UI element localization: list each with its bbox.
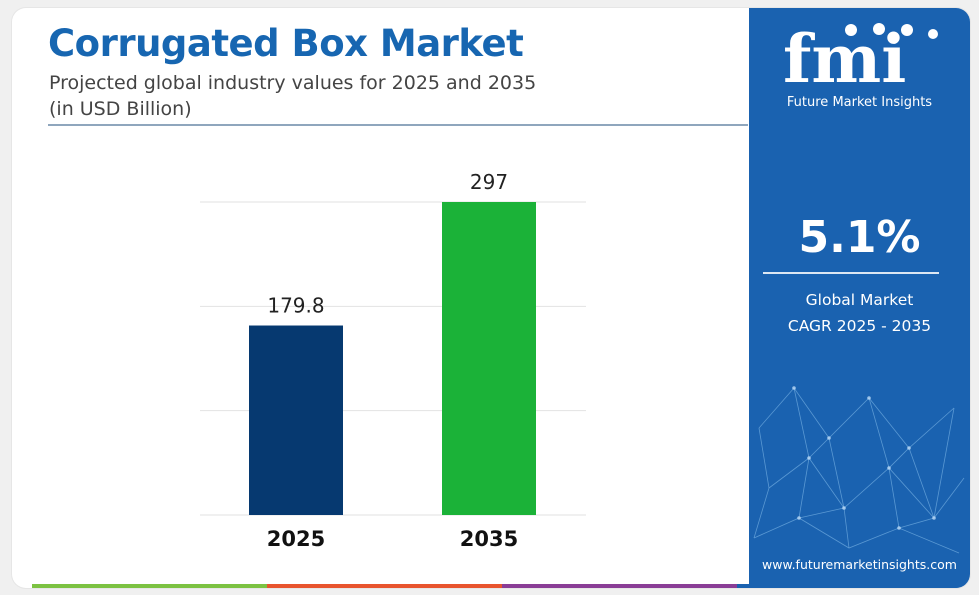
data-label-2035: 297 [470, 170, 508, 194]
chart-title: Corrugated Box Market [48, 22, 524, 65]
cagr-label-line-1: Global Market [805, 291, 914, 309]
cagr-label-line-2: CAGR 2025 - 2035 [787, 317, 932, 335]
logo-people-icon [845, 23, 938, 39]
stripe-purple [502, 584, 737, 588]
x-tick-label-2035: 2035 [460, 527, 518, 551]
network-pattern [753, 386, 965, 554]
chart-panel: Corrugated Box Market Projected global i… [12, 8, 749, 588]
cagr-label: Global Market CAGR 2025 - 2035 [749, 287, 970, 339]
subtitle-line-1: Projected global industry values for 202… [49, 72, 537, 94]
subtitle-line-2: (in USD Billion) [49, 98, 192, 120]
stripe-green [32, 584, 267, 588]
bar-2035 [442, 202, 536, 515]
stripe-orange [267, 584, 502, 588]
website-url: www.futuremarketinsights.com [762, 557, 957, 572]
logo-caption: Future Market Insights [786, 95, 933, 110]
x-tick-label-2025: 2025 [267, 527, 325, 551]
infographic-card: Corrugated Box Market Projected global i… [12, 8, 970, 588]
bar-chart: 179.8 2025 297 2035 [200, 170, 586, 551]
cagr-value: 5.1% [798, 212, 921, 263]
bar-2025 [249, 325, 343, 515]
logo-wordmark: fmi [783, 20, 906, 90]
chart-subtitle: Projected global industry values for 202… [49, 70, 536, 122]
stripe-blue [737, 584, 970, 588]
bottom-color-stripe [32, 584, 970, 588]
title-divider [48, 124, 748, 126]
stats-sidebar: fmi Future Market Insights 5.1% Global M… [749, 8, 970, 588]
fmi-logo: fmi [783, 20, 938, 90]
data-label-2025: 179.8 [267, 294, 324, 318]
cagr-divider [763, 272, 939, 274]
